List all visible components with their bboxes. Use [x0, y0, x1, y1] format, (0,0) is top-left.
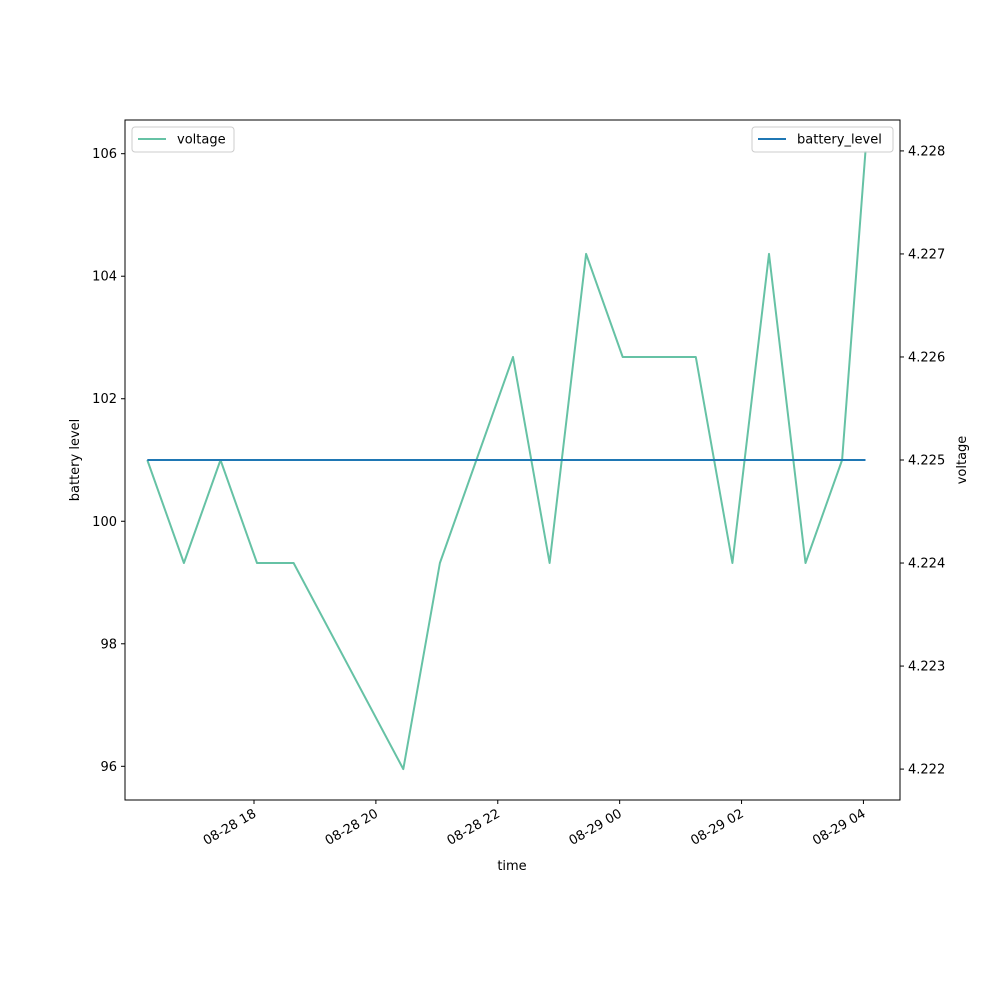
left-y-axis: 96 98 100 102 104 106 [92, 147, 125, 775]
legend-battery-level-label: battery_level [797, 133, 882, 148]
legend-battery-level-frame [751, 126, 894, 153]
legend-voltage-label: voltage [177, 133, 226, 148]
left-y-tick-label: 98 [100, 637, 117, 652]
right-y-tick-label: 4.225 [908, 454, 945, 469]
legend-voltage: voltage [131, 126, 235, 153]
left-y-tick-label: 96 [100, 760, 117, 775]
right-y-tick-label: 4.223 [908, 660, 945, 675]
legend-voltage-frame [131, 126, 235, 153]
left-y-tick-label: 102 [92, 392, 117, 407]
series-lines [146, 150, 867, 771]
right-y-tick-label: 4.222 [908, 763, 945, 778]
left-y-axis-label: battery level [68, 419, 83, 502]
x-axis-label: time [497, 859, 526, 874]
right-y-tick-label: 4.227 [908, 247, 945, 262]
legend-battery-level: battery_level [751, 126, 894, 153]
right-y-axis: 4.222 4.223 4.224 4.225 4.226 4.227 4.228 [900, 144, 945, 778]
left-y-tick-label: 100 [92, 515, 117, 530]
left-y-tick-label: 104 [92, 270, 117, 285]
right-y-tick-label: 4.224 [908, 557, 945, 572]
right-y-axis-label: voltage [955, 436, 970, 485]
right-y-tick-label: 4.228 [908, 144, 945, 159]
left-y-tick-label: 106 [92, 147, 117, 162]
right-y-tick-label: 4.226 [908, 350, 945, 365]
